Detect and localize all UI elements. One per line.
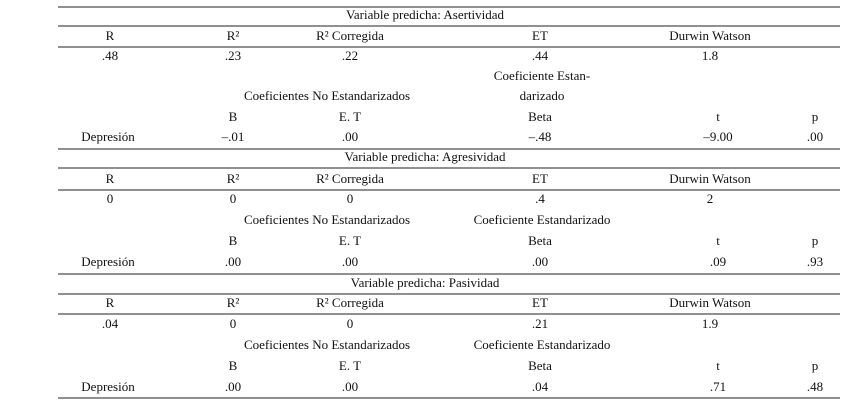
coef-unstd-header: Coeficientes No Estandarizados: [244, 212, 410, 227]
sub-header: E. T: [339, 109, 361, 124]
coef-value: .00: [342, 379, 358, 394]
column-header: Durwin Watson: [669, 295, 751, 310]
column-header: R² Corregida: [316, 171, 384, 186]
section-title: Variable predicha: Asertividad: [346, 7, 505, 22]
coef-value: .00: [342, 129, 358, 144]
sub-header: t: [716, 109, 720, 124]
column-header: R² Corregida: [316, 295, 384, 310]
row-label: Depresión: [81, 379, 135, 394]
fit-value: .44: [532, 48, 549, 63]
fit-value: 0: [230, 316, 237, 331]
coef-std-header: Coeficiente Estandarizado: [474, 337, 611, 352]
column-header: R²: [227, 295, 240, 310]
coef-value: –9.00: [702, 129, 732, 144]
sub-header: E. T: [339, 233, 361, 248]
row-label: Depresión: [81, 254, 135, 269]
column-header: R²: [227, 28, 240, 43]
fit-value: .4: [535, 191, 545, 206]
coef-std-header: darizado: [520, 88, 565, 103]
coef-std-header: Coeficiente Estan-: [494, 68, 590, 83]
coef-value: .48: [807, 379, 823, 394]
column-header: Durwin Watson: [669, 171, 751, 186]
sub-header: Beta: [528, 109, 552, 124]
coef-value: .00: [807, 129, 823, 144]
column-header: R² Corregida: [316, 28, 384, 43]
column-header: R: [106, 295, 115, 310]
sub-header: Beta: [528, 233, 552, 248]
sub-header: E. T: [339, 358, 361, 373]
column-header: Durwin Watson: [669, 28, 751, 43]
coef-value: –.01: [221, 129, 245, 144]
column-header: R: [106, 171, 115, 186]
sub-header: B: [229, 109, 238, 124]
fit-value: 0: [230, 191, 237, 206]
column-header: ET: [532, 28, 548, 43]
coef-value: .00: [532, 254, 548, 269]
coef-std-header: Coeficiente Estandarizado: [474, 212, 611, 227]
coef-value: .71: [710, 379, 726, 394]
section-title: Variable predicha: Pasividad: [351, 275, 500, 290]
coef-unstd-header: Coeficientes No Estandarizados: [244, 337, 410, 352]
coef-value: .93: [807, 254, 823, 269]
fit-value: .23: [225, 48, 241, 63]
sub-header: B: [229, 233, 238, 248]
fit-value: .21: [532, 316, 548, 331]
coef-value: .09: [710, 254, 726, 269]
fit-value: 0: [347, 316, 354, 331]
fit-value: 1.9: [702, 316, 718, 331]
fit-value: .04: [102, 316, 119, 331]
fit-value: .22: [342, 48, 358, 63]
coef-value: .04: [532, 379, 549, 394]
section-title: Variable predicha: Agresividad: [345, 149, 506, 164]
sub-header: B: [229, 358, 238, 373]
coef-value: .00: [225, 379, 241, 394]
coef-value: –.48: [528, 129, 552, 144]
sub-header: p: [812, 358, 819, 373]
column-header: R²: [227, 171, 240, 186]
coef-unstd-header: Coeficientes No Estandarizados: [244, 88, 410, 103]
fit-value: 2: [707, 191, 714, 206]
fit-value: .48: [102, 48, 118, 63]
fit-value: 0: [347, 191, 354, 206]
sub-header: t: [716, 358, 720, 373]
sub-header: t: [716, 233, 720, 248]
coef-value: .00: [342, 254, 358, 269]
column-header: ET: [532, 295, 548, 310]
row-label: Depresión: [81, 129, 135, 144]
sub-header: Beta: [528, 358, 552, 373]
coef-value: .00: [225, 254, 241, 269]
sub-header: p: [812, 233, 819, 248]
column-header: R: [106, 28, 115, 43]
sub-header: p: [812, 109, 819, 124]
column-header: ET: [532, 171, 548, 186]
fit-value: 0: [107, 191, 114, 206]
fit-value: 1.8: [702, 48, 718, 63]
